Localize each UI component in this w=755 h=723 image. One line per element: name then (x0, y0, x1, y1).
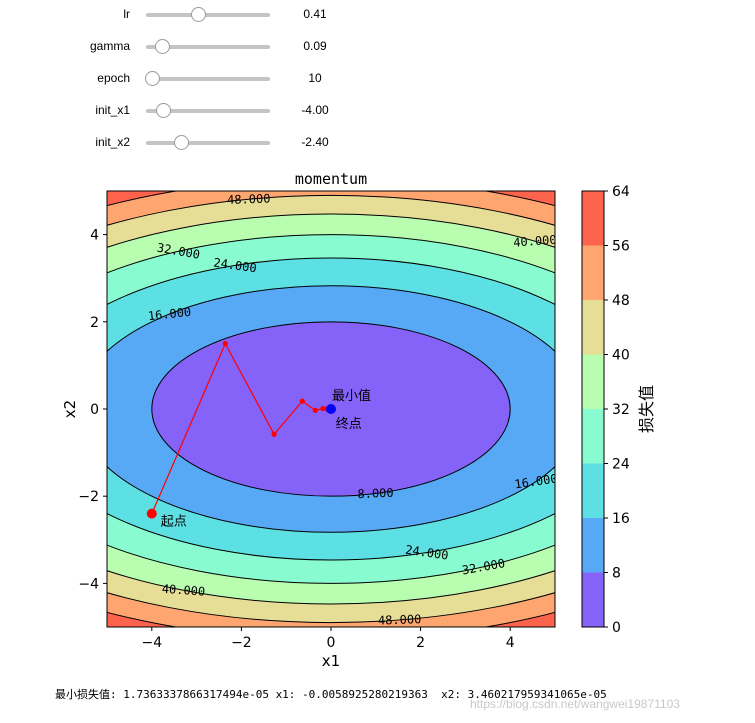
colorbar-tick-label: 8 (612, 566, 621, 582)
contour-label: 56.000 (0, 232, 29, 249)
x-axis-label: x1 (322, 652, 340, 670)
x-tick-label: −4 (141, 635, 162, 651)
colorbar-tick-label: 24 (612, 457, 630, 473)
contour-label: 16.000 (514, 472, 559, 492)
slider-value: 0.41 (303, 7, 327, 21)
end-label: 终点 (336, 416, 362, 432)
colorbar-band (582, 409, 604, 464)
slider-track[interactable] (146, 13, 270, 17)
slider-init-x1: init_x1 -4.00 (0, 98, 360, 122)
path-point (299, 398, 305, 404)
start-point (146, 508, 157, 519)
slider-track[interactable] (146, 45, 270, 49)
colorbar-label: 损失值 (637, 385, 656, 433)
path-point (222, 341, 228, 347)
colorbar-tick-label: 56 (612, 239, 630, 255)
x-tick-label: 0 (327, 635, 336, 651)
contour-line (107, 195, 555, 623)
path-point (271, 431, 277, 437)
colorbar-tick-label: 16 (612, 511, 630, 527)
slider-thumb[interactable] (174, 135, 190, 150)
slider-value: -4.00 (301, 103, 329, 117)
x-tick-label: 4 (506, 635, 515, 651)
colorbar-tick-label: 64 (612, 184, 630, 200)
slider-value: 0.09 (303, 39, 327, 53)
slider-label: init_x1 (95, 103, 130, 117)
slider-thumb[interactable] (190, 7, 206, 22)
colorbar-tick-label: 32 (612, 402, 630, 418)
watermark: https://blog.csdn.net/wangwei19871103 (470, 697, 680, 711)
y-tick-label: 2 (90, 315, 99, 331)
y-tick-label: −2 (78, 489, 99, 505)
colorbar-band (582, 245, 604, 300)
slider-gamma: gamma 0.09 (0, 34, 360, 58)
contour-line (107, 213, 555, 605)
contour-label: 8.000 (357, 486, 394, 501)
slider-thumb[interactable] (156, 103, 172, 118)
min-label: 最小值 (332, 388, 371, 404)
slider-thumb[interactable] (145, 71, 160, 86)
y-tick-label: −4 (78, 576, 99, 592)
colorbar-tick-label: 0 (612, 620, 621, 636)
slider-value: 10 (308, 71, 322, 85)
contour-line (107, 285, 555, 533)
path-point (320, 405, 326, 412)
plot-area: 8.00016.00016.00024.00024.00032.00032.00… (0, 191, 677, 628)
slider-label: epoch (97, 71, 130, 85)
slider-track[interactable] (146, 141, 270, 145)
colorbar-band (582, 300, 604, 355)
contour-label: 24.000 (213, 255, 258, 275)
contour-label: 24.000 (404, 543, 449, 563)
contour-line (107, 234, 555, 584)
min-loss-readout: 最小损失值: 1.7363337866317494e-05 x1: -0.005… (55, 688, 607, 701)
slider-thumb[interactable] (155, 39, 171, 54)
y-axis-label: x2 (61, 400, 79, 418)
colorbar-tick-label: 48 (612, 293, 630, 309)
contour-label: 48.000 (378, 612, 422, 628)
start-label: 起点 (161, 515, 187, 530)
contour-label: 40.000 (513, 233, 557, 250)
contour-line (107, 257, 555, 561)
slider-init-x2: init_x2 -2.40 (0, 130, 360, 154)
contour-label: 56.000 (633, 569, 677, 586)
path-point (312, 407, 318, 413)
colorbar-band (582, 191, 604, 246)
slider-lr: lr 0.41 (0, 2, 360, 26)
chart-title: momentum (295, 170, 367, 188)
slider-track[interactable] (146, 109, 270, 113)
min-point (326, 404, 336, 414)
slider-label: init_x2 (95, 135, 130, 149)
slider-track[interactable] (146, 77, 270, 81)
y-tick-label: 0 (90, 402, 99, 418)
slider-value: -2.40 (301, 135, 329, 149)
slider-epoch: epoch 10 (0, 66, 360, 90)
contour-label: 16.000 (147, 305, 192, 323)
slider-label: lr (123, 7, 130, 21)
x-tick-label: −2 (231, 635, 252, 651)
x-tick-label: 2 (416, 635, 425, 651)
colorbar-band (582, 572, 604, 627)
slider-label: gamma (89, 39, 130, 53)
colorbar-band (582, 354, 604, 409)
y-tick-label: 4 (90, 228, 99, 244)
contour-label: 48.000 (227, 191, 271, 207)
contour-chart: 8.00016.00016.00024.00024.00032.00032.00… (0, 170, 677, 670)
colorbar-band (582, 463, 604, 518)
contour-line (151, 321, 511, 497)
colorbar-band (582, 518, 604, 573)
contour-label: 40.000 (161, 582, 205, 599)
colorbar-tick-label: 40 (612, 348, 630, 364)
